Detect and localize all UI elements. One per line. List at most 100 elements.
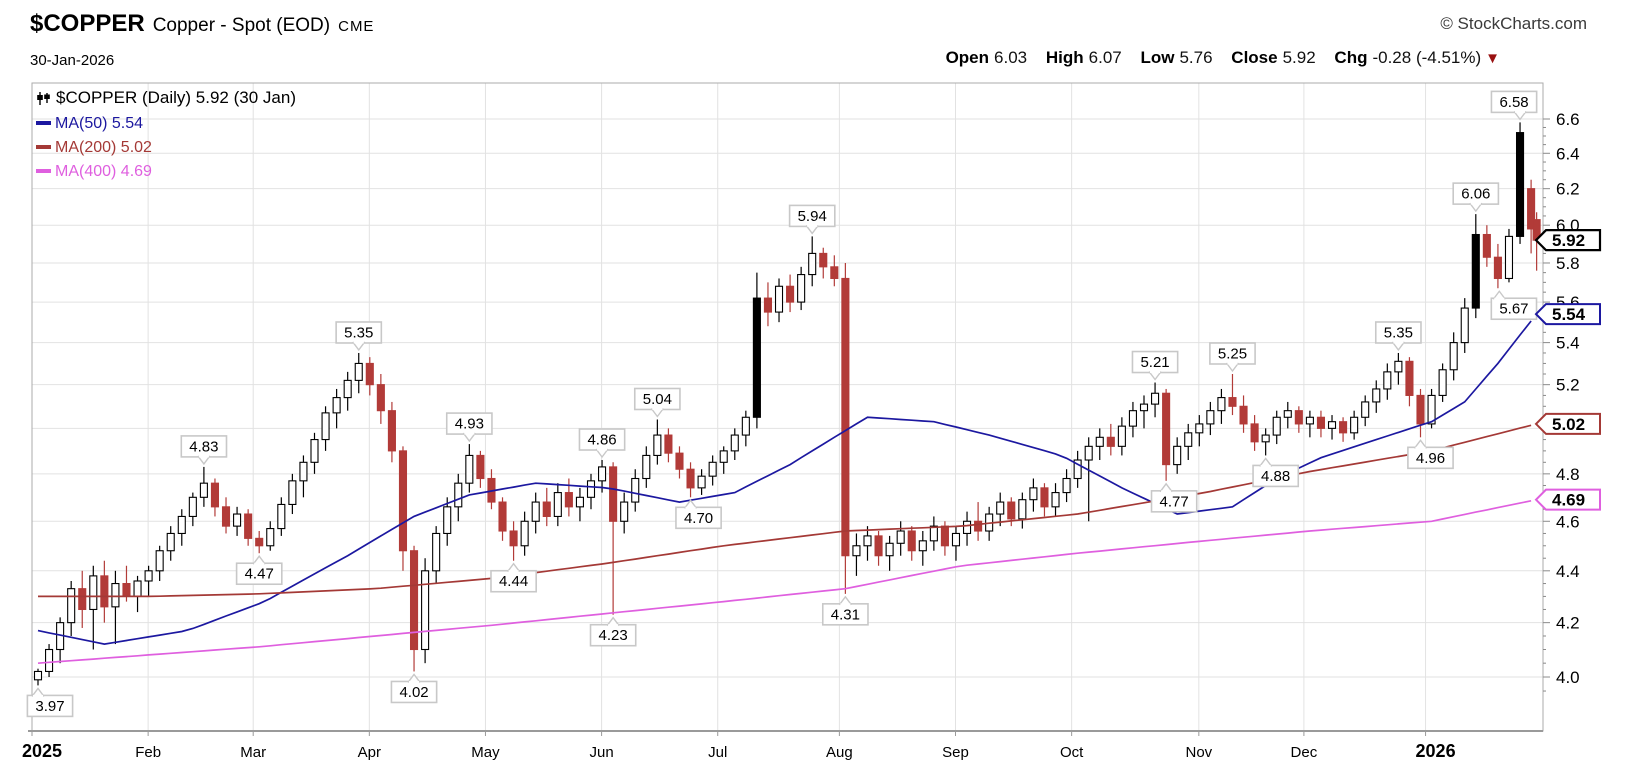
candle-body [951,532,961,547]
candle [586,473,596,510]
candle [697,469,706,495]
price-annotation: 4.47 [235,555,283,586]
annotation-text: 4.86 [587,432,616,449]
axis-tag-box [1534,229,1602,252]
candle [409,545,419,672]
annotation-pointer [1148,371,1162,381]
candle-body [1372,388,1381,403]
candle-body [421,570,430,651]
month-label: Feb [135,744,161,761]
candle-body [244,513,253,539]
candle [255,531,264,554]
candle [1228,373,1237,416]
candle [1350,410,1359,440]
ma200-line-swatch [36,145,51,149]
annotation-text: 5.35 [344,324,373,341]
ma50-label: MA(50) 5.54 [55,115,144,132]
annotation-text: 5.35 [1384,324,1413,341]
candle-body [631,477,640,503]
candle-body [531,501,540,522]
candle-body [741,416,750,436]
annotation-pointer [683,499,698,509]
candle [1471,214,1480,319]
candle [1361,395,1370,427]
axis-tag: 4.69 [1534,488,1601,511]
candle [786,274,795,313]
candle [907,526,916,561]
annotation-text: 4.88 [1261,468,1290,485]
annotation-box [1252,464,1300,488]
candle [365,357,374,396]
ma200-label: MA(200) 5.02 [55,139,152,156]
candle-body [1062,477,1071,494]
candle [1095,428,1104,461]
candle-body [1327,421,1337,429]
candle-body [1018,499,1027,520]
candle [144,565,153,597]
candle-body [155,550,164,572]
candle [918,531,927,566]
candle-body [598,466,607,482]
candle-body [642,454,651,480]
candle-body [255,537,264,547]
annotation-text: 6.58 [1499,94,1528,111]
candle-body [907,530,916,552]
ma50-line-swatch [36,121,51,125]
candle-body [564,492,573,508]
candle-body [929,525,938,542]
candle [763,282,773,327]
candle-body [122,582,131,597]
axis-tag-box [1534,488,1601,511]
candle [996,492,1005,527]
candle [730,428,739,461]
candle-body [387,410,396,452]
candle-body [465,454,474,484]
candle [1493,243,1502,289]
candle [1250,415,1259,451]
candle [719,446,728,474]
candle-body [476,454,485,480]
candle-body [708,461,717,477]
candle [266,521,275,551]
candle-body [144,570,153,582]
axis-text: 5.8 [1556,254,1580,273]
candle-body [78,588,87,611]
annotation-pointer [507,562,521,573]
candle [830,255,839,287]
candle [1018,492,1027,529]
candle [432,526,441,584]
price-annotation: 5.35 [335,321,383,352]
annotation-text: 6.06 [1461,186,1490,203]
candle [1327,415,1337,440]
candle-body [874,535,883,557]
annotation-pointer [1513,110,1527,121]
candle-body [1117,425,1126,447]
candle-body [852,545,861,557]
candle [774,278,784,323]
candle [808,236,817,287]
candle [1383,363,1392,400]
candle-body [940,525,949,547]
candle-body [841,277,850,557]
candle [310,432,319,474]
candle-body [221,506,231,527]
y-axis: 4.04.24.44.64.85.05.25.45.65.86.06.26.46… [1543,110,1580,692]
month-label: Jul [708,744,727,761]
axis-tag-text: 5.02 [1552,415,1585,434]
annotation-text: 4.23 [599,627,628,644]
candle-body [1195,423,1204,434]
candle [1316,410,1326,438]
annotation-text: 5.94 [798,208,827,225]
price-annotation: 5.35 [1374,321,1422,352]
candle-body [1128,410,1137,427]
candle-body [730,434,739,452]
candle [89,565,98,650]
candle [664,428,673,463]
chart-legend: $COPPER (Daily) 5.92 (30 Jan) MA(50) 5.5… [36,88,296,182]
month-label: Aug [826,744,853,761]
month-label: 2026 [1416,741,1456,761]
candle-body [354,362,363,381]
candle-body [553,492,562,517]
candle-body [885,542,894,557]
candle [1162,388,1171,481]
